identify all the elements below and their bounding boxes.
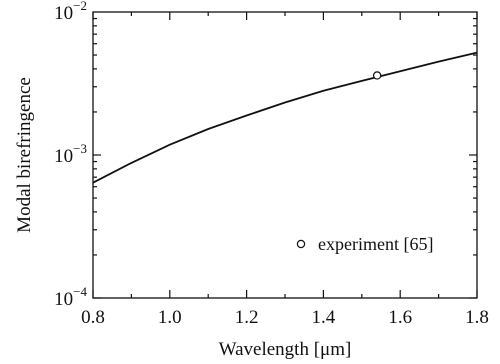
legend: experiment [65] xyxy=(296,234,433,254)
experiment-point xyxy=(372,71,382,80)
y-axis-title: Modal birefringence xyxy=(14,77,35,233)
y-tick-label: 10−4 xyxy=(54,284,87,310)
birefringence-curve xyxy=(92,51,478,184)
x-tick-label: 1.6 xyxy=(388,307,412,328)
x-tick-labels: 0.8 1.0 1.2 1.4 1.6 1.8 xyxy=(81,307,489,328)
tick-marks xyxy=(92,12,478,299)
y-tick-label: 10−2 xyxy=(54,0,87,24)
y-tick-label: 10−3 xyxy=(54,141,87,167)
experiment-points xyxy=(372,71,382,80)
x-tick-label: 1.8 xyxy=(465,307,489,328)
x-axis-title: Wavelength [μm] xyxy=(219,339,352,360)
y-tick-labels: 10−4 10−3 10−2 xyxy=(54,0,87,310)
x-tick-label: 0.8 xyxy=(81,307,105,328)
x-tick-label: 1.2 xyxy=(235,307,259,328)
x-tick-label: 1.4 xyxy=(312,307,336,328)
legend-marker-circle xyxy=(296,239,306,249)
legend-label: experiment [65] xyxy=(318,234,433,254)
plot-frame xyxy=(92,11,478,299)
x-tick-label: 1.0 xyxy=(158,307,182,328)
